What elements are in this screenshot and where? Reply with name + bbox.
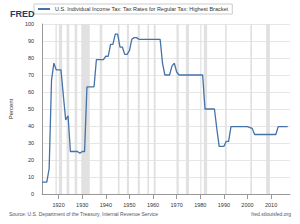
svg-text:80: 80: [28, 55, 34, 61]
svg-text:1930: 1930: [76, 202, 88, 208]
svg-text:fred.stlouisfed.org: fred.stlouisfed.org: [251, 211, 291, 217]
svg-text:2010: 2010: [265, 202, 277, 208]
svg-text:FRED: FRED: [10, 9, 35, 19]
svg-text:30: 30: [28, 140, 34, 146]
svg-text:Percent: Percent: [8, 98, 14, 119]
svg-text:U.S. Individual Income Tax: Ta: U.S. Individual Income Tax: Tax Rates fo…: [55, 6, 228, 12]
svg-text:1950: 1950: [123, 202, 135, 208]
svg-text:1990: 1990: [218, 202, 230, 208]
svg-text:2000: 2000: [241, 202, 253, 208]
svg-text:1960: 1960: [147, 202, 159, 208]
svg-text:1980: 1980: [194, 202, 206, 208]
svg-text:1970: 1970: [171, 202, 183, 208]
svg-text:60: 60: [28, 89, 34, 95]
svg-text:90: 90: [28, 38, 34, 44]
svg-text:70: 70: [28, 72, 34, 78]
svg-text:1920: 1920: [52, 202, 64, 208]
svg-text:40: 40: [28, 123, 34, 129]
svg-text:Source: U.S. Department of the: Source: U.S. Department of the Treasury,…: [9, 211, 158, 217]
svg-text:50: 50: [28, 106, 34, 112]
svg-text:10: 10: [28, 174, 34, 180]
svg-text:100: 100: [25, 21, 34, 27]
svg-text:1940: 1940: [100, 202, 112, 208]
svg-text:20: 20: [28, 157, 34, 163]
svg-text:0: 0: [31, 191, 34, 197]
